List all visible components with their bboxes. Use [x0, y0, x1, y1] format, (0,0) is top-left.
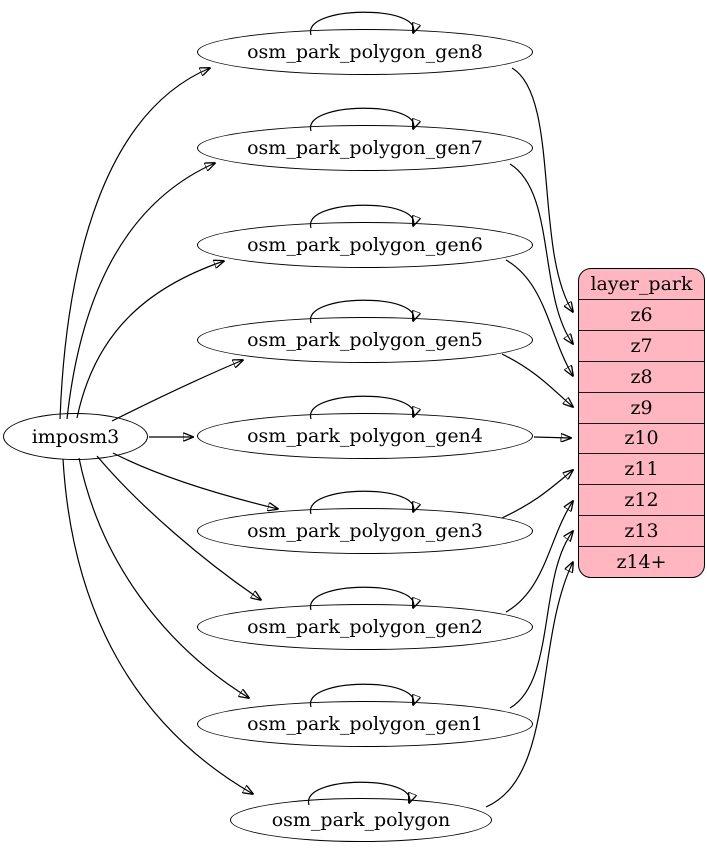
- node-osm-park-polygon-gen7: osm_park_polygon_gen7: [197, 125, 533, 171]
- layer-park-row-z12: z12: [579, 484, 704, 515]
- edge-gen4-to-z10: [533, 437, 571, 438]
- edge-imposm3-to-gen1: [78, 457, 249, 698]
- layer-park-row-z11: z11: [579, 453, 704, 484]
- node-osm-park-polygon-gen5: osm_park_polygon_gen5: [197, 317, 533, 363]
- layer-park-row-z6: z6: [579, 298, 704, 330]
- edge-gen2-to-z12: [505, 501, 573, 613]
- node-label: osm_park_polygon_gen1: [247, 713, 483, 735]
- node-label: osm_park_polygon_gen6: [247, 234, 483, 256]
- edge-polygon-to-z14plus: [485, 562, 573, 808]
- node-label: osm_park_polygon_gen2: [247, 616, 483, 638]
- node-label: osm_park_polygon_gen5: [247, 329, 483, 351]
- node-osm-park-polygon-gen4: osm_park_polygon_gen4: [197, 413, 533, 459]
- edge-imposm3-to-gen7: [66, 163, 215, 420]
- layer-park-title: layer_park: [590, 272, 693, 295]
- edge-gen8-to-z6: [511, 67, 573, 312]
- edge-imposm3-to-gen8: [59, 68, 210, 420]
- edge-gen5-to-z9: [501, 353, 573, 407]
- node-imposm3-label: imposm3: [31, 425, 120, 448]
- edge-imposm3-to-gen3: [112, 452, 278, 509]
- node-imposm3: imposm3: [3, 413, 148, 460]
- layer-park-row-z13: z13: [579, 515, 704, 546]
- node-label: osm_park_polygon_gen3: [247, 520, 483, 542]
- node-label: osm_park_polygon_gen7: [247, 137, 483, 159]
- edge-gen6-to-z8: [505, 259, 573, 376]
- node-osm-park-polygon-gen8: osm_park_polygon_gen8: [197, 29, 533, 75]
- node-label: osm_park_polygon: [271, 809, 451, 831]
- node-osm-park-polygon-gen1: osm_park_polygon_gen1: [197, 701, 533, 747]
- node-osm-park-polygon-gen2: osm_park_polygon_gen2: [197, 604, 533, 650]
- node-osm-park-polygon: osm_park_polygon: [230, 798, 492, 842]
- node-layer-park: layer_park z6 z7 z8 z9 z10 z11 z12 z13 z…: [578, 268, 705, 578]
- layer-park-row-z7: z7: [579, 329, 704, 361]
- node-label: osm_park_polygon_gen4: [247, 425, 483, 447]
- layer-park-row-z9: z9: [579, 391, 704, 423]
- layer-park-row-z10: z10: [579, 422, 704, 454]
- edge-imposm3-to-gen5: [111, 360, 243, 422]
- node-label: osm_park_polygon_gen8: [247, 41, 483, 63]
- node-osm-park-polygon-gen6: osm_park_polygon_gen6: [197, 222, 533, 268]
- node-osm-park-polygon-gen3: osm_park_polygon_gen3: [197, 508, 533, 554]
- layer-park-row-z8: z8: [579, 360, 704, 392]
- layer-park-row-z14plus: z14+: [579, 546, 704, 577]
- edge-gen3-to-z11: [501, 470, 573, 519]
